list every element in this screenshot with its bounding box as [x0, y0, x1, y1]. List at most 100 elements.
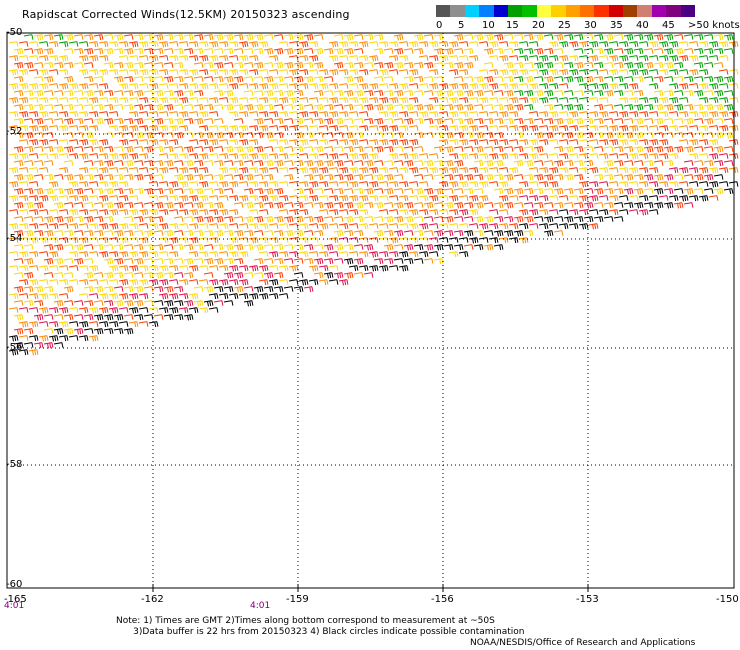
wind-barb — [698, 83, 709, 90]
wind-barb — [88, 321, 99, 327]
wind-barb — [58, 321, 69, 328]
wind-barb — [308, 41, 319, 48]
wind-barb — [163, 230, 174, 237]
wind-barb — [238, 181, 249, 187]
wind-barb — [418, 251, 429, 258]
wind-barb — [153, 62, 164, 68]
wind-barb — [143, 48, 154, 55]
wind-barb — [133, 118, 144, 125]
wind-barb — [203, 76, 214, 82]
wind-barb — [188, 279, 199, 285]
wind-barb — [333, 146, 344, 152]
wind-barb — [138, 167, 149, 173]
wind-barb — [493, 188, 504, 195]
wind-barb — [288, 251, 299, 258]
wind-barb — [708, 153, 719, 160]
wind-barb — [238, 237, 249, 243]
wind-barb — [188, 223, 199, 230]
wind-barb — [523, 188, 534, 195]
wind-barb — [268, 181, 279, 188]
wind-barb — [658, 41, 669, 48]
wind-barb — [588, 181, 599, 188]
wind-barb — [128, 153, 139, 160]
wind-barb — [213, 230, 224, 237]
wind-barb — [493, 160, 504, 167]
wind-barb — [508, 41, 519, 48]
wind-barb — [148, 251, 159, 258]
wind-barb — [263, 48, 274, 55]
wind-barb — [518, 97, 529, 104]
wind-barb — [13, 104, 24, 111]
wind-barbs — [8, 34, 739, 356]
wind-barb — [63, 174, 74, 181]
wind-barb — [193, 90, 204, 97]
wind-barb — [548, 83, 559, 90]
wind-barb — [53, 300, 64, 307]
wind-barb — [693, 90, 704, 97]
wind-barb — [613, 174, 624, 180]
wind-barb — [183, 272, 194, 279]
wind-barb — [563, 132, 574, 139]
wind-barb — [88, 97, 99, 104]
wind-barb — [443, 216, 454, 223]
wind-barb — [53, 188, 64, 195]
wind-barb — [468, 167, 479, 174]
wind-barb — [633, 188, 644, 195]
wind-barb — [63, 48, 74, 54]
wind-barb — [168, 153, 179, 160]
wind-barb — [23, 216, 34, 222]
wind-barb — [458, 69, 469, 76]
wind-barb — [248, 153, 259, 160]
wind-barb — [313, 76, 324, 83]
wind-barb — [608, 153, 619, 159]
wind-barb — [43, 76, 54, 83]
wind-barb — [528, 55, 539, 61]
wind-barb — [473, 174, 484, 181]
wind-barb — [533, 216, 544, 222]
wind-barb — [308, 195, 319, 202]
wind-barb — [363, 146, 374, 152]
wind-barb — [648, 139, 659, 146]
wind-barb — [618, 55, 629, 62]
wind-barb — [28, 209, 39, 216]
wind-barb — [698, 97, 709, 104]
wind-barb — [448, 69, 459, 76]
wind-barb — [303, 34, 314, 41]
wind-barb — [658, 195, 669, 201]
wind-barb — [93, 272, 104, 278]
wind-barb — [443, 230, 454, 237]
wind-barb — [28, 279, 39, 286]
wind-barb — [698, 55, 709, 61]
wind-barb — [18, 293, 29, 299]
wind-barb — [338, 111, 349, 118]
wind-barb — [68, 223, 79, 230]
wind-barb — [503, 230, 514, 237]
wind-barb — [108, 321, 119, 328]
wind-barb — [258, 265, 269, 272]
wind-barb — [163, 300, 174, 307]
wind-barb — [28, 237, 39, 244]
wind-barb — [153, 314, 164, 320]
wind-barb — [298, 83, 309, 90]
wind-barb — [433, 104, 444, 111]
wind-barb — [423, 188, 434, 195]
wind-barb — [433, 160, 444, 167]
wind-barb — [233, 34, 244, 41]
wind-barb — [708, 55, 719, 61]
wind-barb — [493, 202, 504, 209]
wind-barb — [338, 209, 349, 215]
wind-barb — [443, 132, 454, 139]
wind-barb — [188, 139, 199, 145]
wind-barb — [38, 307, 49, 314]
wind-barb — [163, 62, 174, 68]
wind-barb — [458, 209, 469, 216]
wind-barb — [698, 69, 709, 76]
wind-barb — [433, 216, 444, 222]
wind-barb — [373, 216, 384, 222]
wind-barb — [688, 153, 699, 160]
wind-barb — [48, 293, 59, 300]
wind-barb — [303, 48, 314, 54]
wind-barb — [718, 111, 729, 118]
wind-barb — [513, 160, 524, 167]
wind-barb — [488, 97, 499, 103]
